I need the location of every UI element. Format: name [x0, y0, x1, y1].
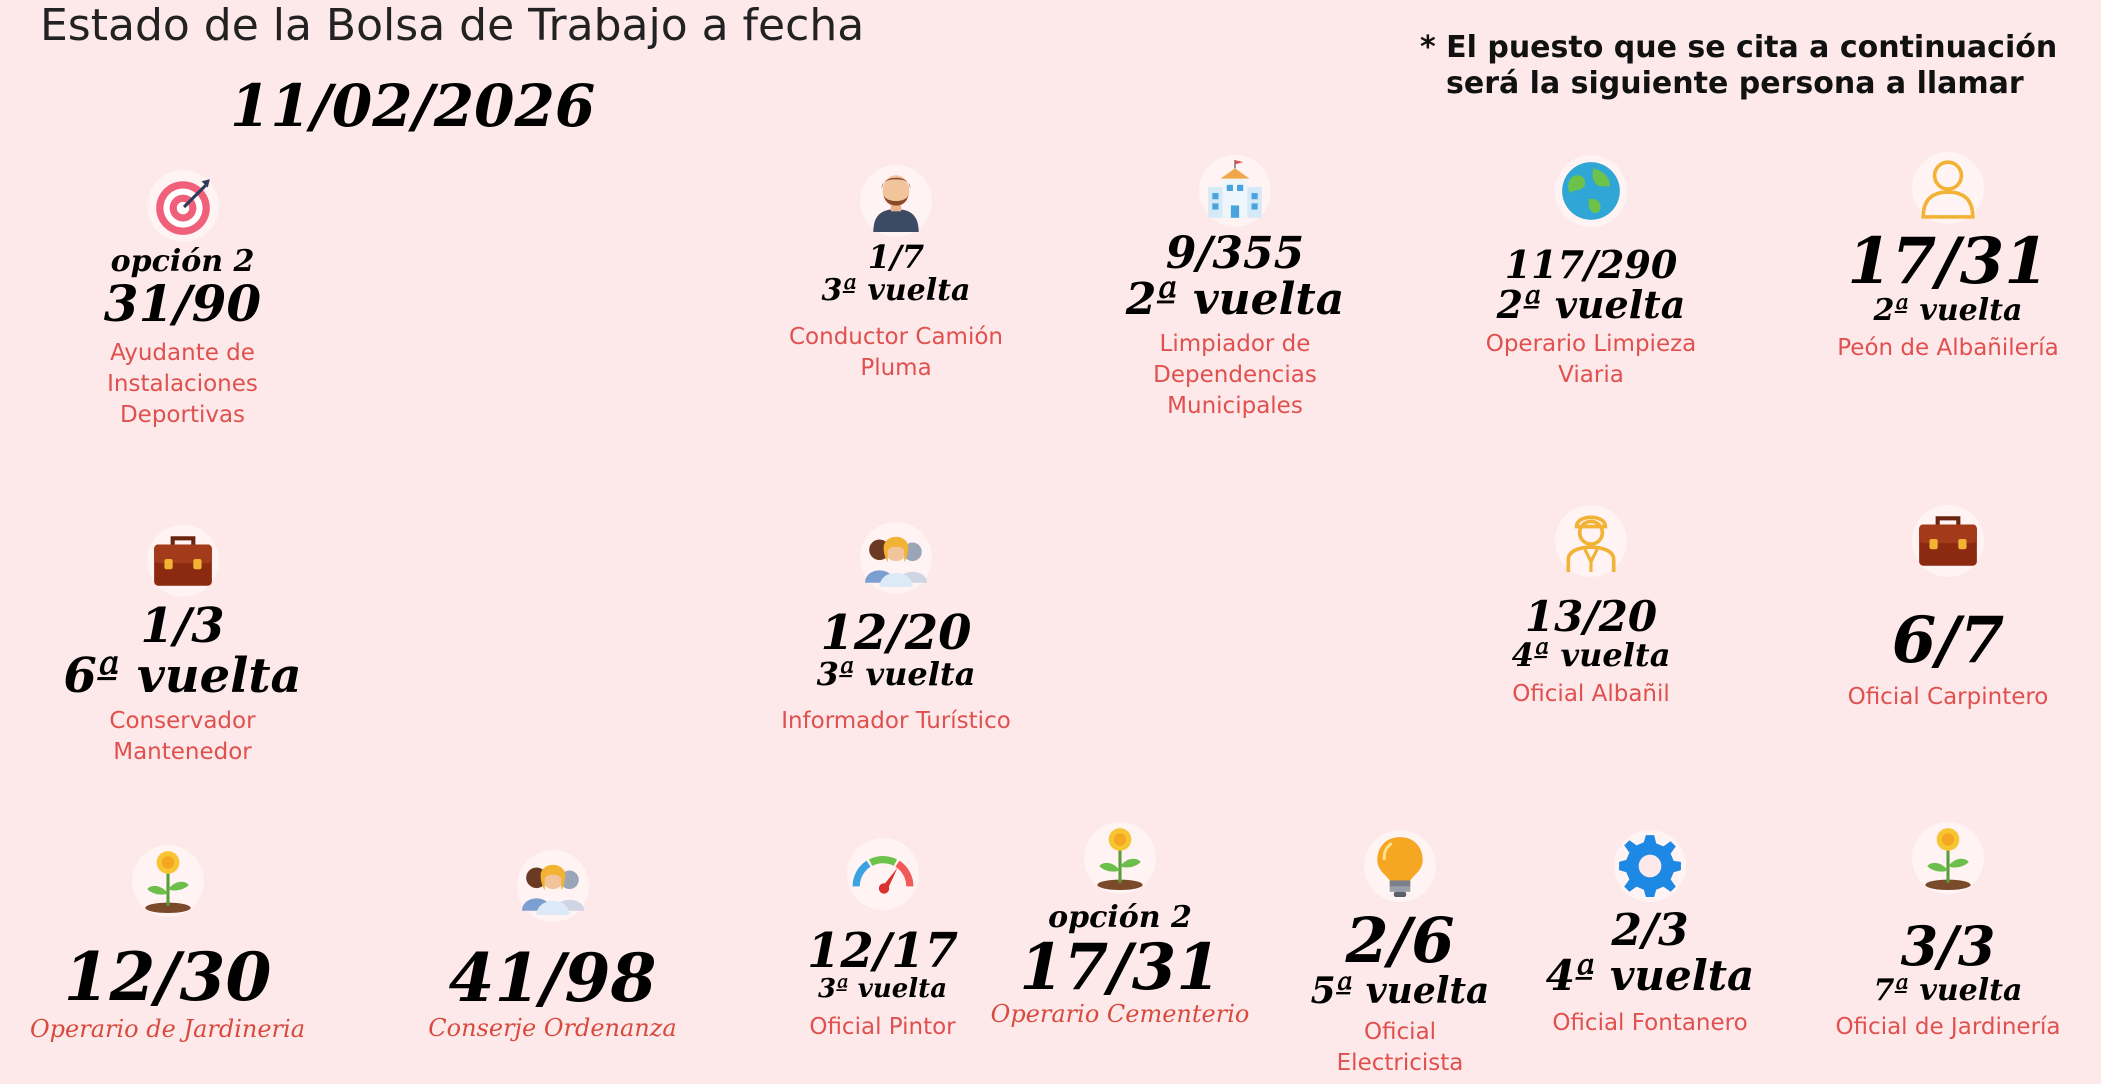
- page-date: 11/02/2026: [230, 72, 596, 140]
- job-round: 2ª vuelta: [1496, 281, 1686, 327]
- driver-icon: [860, 165, 932, 237]
- group-icon: [860, 522, 932, 594]
- person-outline-icon: [1912, 152, 1984, 224]
- globe-icon: [1555, 155, 1627, 227]
- job-count: 9/355: [1165, 228, 1305, 279]
- job-count: 41/98: [448, 939, 657, 1017]
- job-count: 2/3: [1611, 905, 1689, 956]
- briefcase-icon: [1912, 505, 1984, 577]
- job-card-oficial-jardineria[interactable]: 3/3 7ª vuelta Oficial de Jardinería: [1810, 822, 2086, 1043]
- job-count: 31/90: [103, 273, 262, 333]
- job-card-conservador-mantenedor[interactable]: 1/3 6ª vuelta Conservador Mantenedor: [40, 525, 325, 768]
- job-label: Operario de Jardineria: [30, 1015, 306, 1044]
- job-round: 4ª vuelta: [1511, 636, 1671, 675]
- job-round: 3ª vuelta: [821, 272, 971, 308]
- job-card-ayudante-instalaciones[interactable]: opción 2 31/90 Ayudante de Instalaciones…: [40, 170, 325, 431]
- job-label: Conservador Mantenedor: [109, 707, 256, 765]
- job-card-limpiador-dependencias[interactable]: 9/355 2ª vuelta Limpiador de Dependencias…: [1090, 155, 1380, 422]
- target-icon: [146, 170, 219, 242]
- job-count: 2/6: [1345, 904, 1455, 977]
- job-label: Oficial Carpintero: [1847, 684, 2049, 711]
- note-line-2: será la siguiente persona a llamar: [1446, 66, 2024, 101]
- lightbulb-icon: [1364, 830, 1436, 902]
- page-title: Estado de la Bolsa de Trabajo a fecha: [40, 0, 865, 51]
- job-label: Oficial Electricista: [1336, 1018, 1464, 1076]
- job-count: 12/20: [820, 605, 972, 661]
- briefcase-icon: [146, 525, 219, 597]
- plant-icon: [1084, 822, 1156, 894]
- job-label: Oficial Fontanero: [1552, 1010, 1748, 1037]
- job-label: Conserje Ordenanza: [428, 1014, 677, 1043]
- job-round: 6ª vuelta: [63, 648, 302, 705]
- job-card-peon-albanileria[interactable]: 17/31 2ª vuelta Peón de Albañilería: [1810, 152, 2086, 364]
- job-option: opción 2: [110, 244, 255, 279]
- job-label: Operario Cementerio: [990, 999, 1250, 1028]
- job-label: Oficial de Jardinería: [1835, 1014, 2061, 1041]
- job-count: 117/290: [1504, 242, 1678, 287]
- job-count: 17/31: [1847, 224, 2049, 299]
- job-card-oficial-carpintero[interactable]: 6/7 Oficial Carpintero: [1810, 505, 2086, 713]
- job-count: 17/31: [1019, 929, 1221, 1005]
- job-card-oficial-fontanero[interactable]: 2/3 4ª vuelta Oficial Fontanero: [1540, 830, 1760, 1039]
- plant-icon: [131, 845, 204, 917]
- job-label: Oficial Albañil: [1512, 680, 1670, 707]
- job-card-oficial-albanil[interactable]: 13/20 4ª vuelta Oficial Albañil: [1450, 505, 1732, 710]
- job-option: opción 2: [1048, 900, 1192, 935]
- job-label: Oficial Pintor: [809, 1013, 956, 1040]
- job-card-oficial-pintor[interactable]: 12/17 3ª vuelta Oficial Pintor: [765, 838, 1000, 1043]
- job-label: Peón de Albañilería: [1837, 334, 2059, 361]
- job-count: 3/3: [1900, 914, 1996, 978]
- gauge-icon: [846, 838, 919, 910]
- job-card-conserje-ordenanza[interactable]: 41/98 Conserje Ordenanza: [420, 850, 685, 1044]
- job-card-oficial-electricista[interactable]: 2/6 5ª vuelta Oficial Electricista: [1300, 830, 1500, 1079]
- job-round: 5ª vuelta: [1310, 970, 1490, 1013]
- job-round: 3ª vuelta: [816, 655, 976, 694]
- group-icon: [516, 850, 589, 922]
- job-label: Conductor Camión Pluma: [789, 324, 1003, 382]
- job-label: Ayudante de Instalaciones Deportivas: [107, 340, 258, 428]
- job-card-operario-cementerio[interactable]: opción 2 17/31 Operario Cementerio: [990, 822, 1250, 1030]
- note-line-1: * El puesto que se cita a continuación: [1420, 30, 2058, 65]
- job-round: 2ª vuelta: [1125, 274, 1345, 326]
- job-card-informador-turistico[interactable]: 12/20 3ª vuelta Informador Turístico: [755, 522, 1037, 737]
- job-round: 4ª vuelta: [1545, 951, 1755, 1001]
- worker-outline-icon: [1555, 505, 1627, 577]
- job-label: Operario Limpieza Viaria: [1485, 330, 1697, 388]
- job-card-conductor-camion[interactable]: 1/7 3ª vuelta Conductor Camión Pluma: [755, 165, 1037, 384]
- job-count: 12/30: [63, 938, 272, 1016]
- job-label: Limpiador de Dependencias Municipales: [1153, 331, 1317, 420]
- job-count: 12/17: [806, 923, 959, 979]
- next-call-note: * El puesto que se cita a continuación s…: [1420, 30, 2057, 102]
- job-round: 7ª vuelta: [1873, 972, 2023, 1008]
- plant-icon: [1912, 822, 1984, 894]
- job-count: 1/7: [867, 238, 925, 276]
- gear-icon: [1614, 830, 1686, 902]
- job-card-limpieza-viaria[interactable]: 117/290 2ª vuelta Operario Limpieza Viar…: [1450, 155, 1732, 391]
- job-round: 3ª vuelta: [817, 974, 948, 1005]
- job-count: 1/3: [140, 598, 225, 654]
- job-count: 13/20: [1524, 592, 1658, 641]
- school-building-icon: [1199, 155, 1271, 227]
- job-round: 2ª vuelta: [1873, 293, 2023, 329]
- job-card-operario-jardineria[interactable]: 12/30 Operario de Jardineria: [30, 845, 305, 1045]
- job-label: Informador Turístico: [781, 707, 1011, 734]
- job-count: 6/7: [1891, 603, 2005, 678]
